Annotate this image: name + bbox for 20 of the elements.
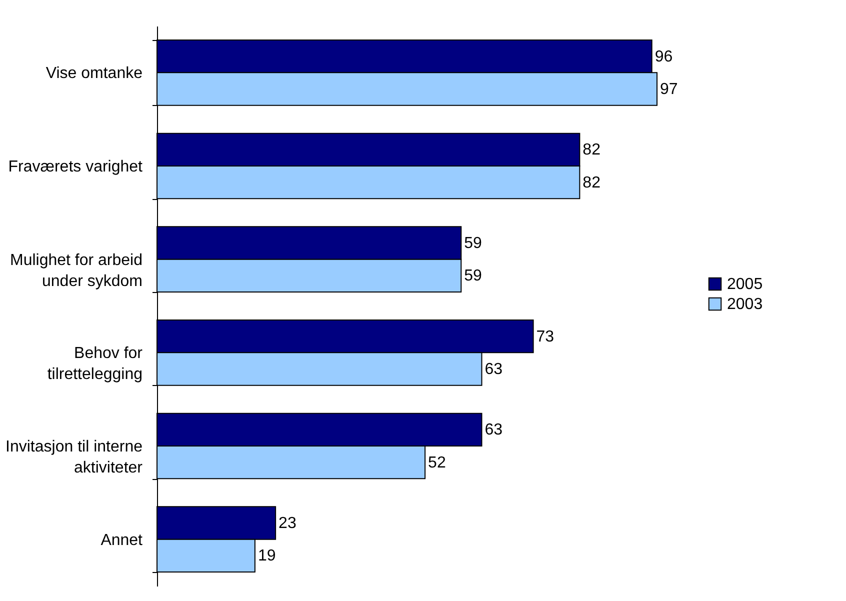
data-label: 82 [582, 174, 601, 192]
data-label: 52 [428, 454, 446, 472]
data-label: 59 [464, 235, 482, 252]
legend-label: 2003 [727, 296, 763, 313]
legend-label: 2005 [727, 276, 763, 293]
y-tick-label: Mulighet for arbeid under sykdom [10, 252, 142, 290]
y-tick-label: Vise omtanke [46, 65, 143, 82]
data-label: 73 [536, 328, 554, 346]
data-label: 82 [582, 142, 601, 159]
data-label: 63 [484, 422, 503, 439]
y-tick-label: Annet [100, 532, 144, 549]
data-label: 59 [464, 268, 482, 285]
data-label: 63 [484, 361, 503, 378]
y-tick-label: Fraværets varighet [8, 158, 144, 176]
y-tick-label: Behov for tilrettelegging [47, 345, 144, 384]
data-label: 96 [654, 48, 673, 66]
data-label: 97 [660, 81, 678, 98]
data-label: 19 [258, 548, 276, 565]
y-tick-label: Invitasjon til interne aktiviteter [6, 438, 144, 476]
data-label: 23 [278, 515, 296, 532]
